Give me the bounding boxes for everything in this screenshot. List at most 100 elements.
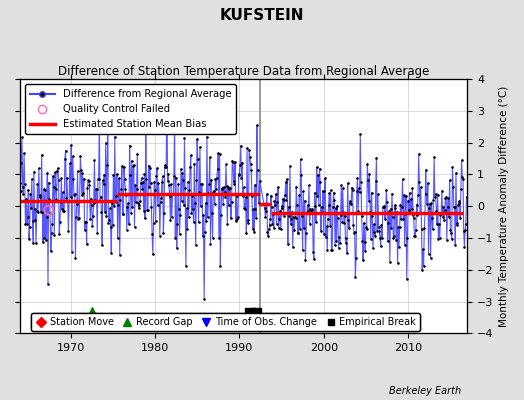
Point	[232, 193, 241, 200]
Point	[60, 208, 68, 214]
Point	[100, 181, 108, 188]
Point	[249, 206, 258, 212]
Point	[64, 228, 73, 234]
Point	[210, 188, 218, 194]
Point	[417, 184, 425, 190]
Point	[310, 190, 319, 196]
Point	[108, 222, 117, 228]
Point	[16, 180, 24, 186]
Point	[433, 221, 441, 228]
Point	[45, 180, 53, 186]
Point	[267, 192, 275, 199]
Point	[369, 221, 378, 228]
Point	[118, 163, 126, 170]
Point	[125, 142, 134, 149]
Point	[180, 135, 189, 141]
Point	[314, 202, 323, 208]
Point	[408, 185, 417, 191]
Point	[390, 202, 399, 208]
Point	[44, 281, 52, 287]
Point	[172, 245, 181, 252]
Point	[184, 178, 192, 185]
Point	[174, 181, 182, 187]
Point	[200, 296, 209, 302]
Point	[184, 214, 193, 221]
Point	[293, 202, 301, 208]
Point	[35, 194, 43, 200]
Point	[176, 231, 184, 237]
Point	[413, 212, 421, 218]
Point	[286, 163, 294, 169]
Point	[389, 235, 398, 241]
Point	[248, 193, 256, 200]
Point	[215, 150, 224, 157]
Point	[28, 217, 37, 224]
Point	[297, 156, 305, 162]
Point	[441, 195, 450, 201]
Point	[414, 191, 422, 198]
Point	[391, 204, 400, 211]
Point	[429, 226, 437, 232]
Point	[307, 208, 315, 214]
Point	[408, 206, 416, 213]
Point	[123, 204, 132, 210]
Point	[136, 198, 144, 204]
Point	[306, 206, 314, 212]
Point	[406, 209, 414, 215]
Point	[146, 165, 154, 171]
Point	[20, 181, 29, 187]
Point	[177, 166, 185, 172]
Point	[239, 184, 248, 190]
Point	[115, 175, 123, 182]
Point	[22, 196, 30, 202]
Point	[388, 190, 396, 197]
Point	[244, 217, 253, 223]
Point	[460, 228, 468, 234]
Point	[242, 194, 250, 201]
Point	[95, 118, 104, 124]
Point	[241, 205, 249, 212]
Point	[156, 232, 164, 239]
Point	[359, 257, 367, 264]
Point	[33, 181, 41, 188]
Point	[232, 218, 240, 224]
Point	[250, 229, 258, 235]
Point	[280, 197, 289, 204]
Point	[385, 208, 394, 214]
Point	[28, 176, 36, 182]
Point	[321, 175, 329, 181]
Point	[229, 159, 237, 165]
Point	[454, 202, 462, 208]
Point	[427, 200, 435, 206]
Point	[96, 194, 105, 200]
Point	[30, 216, 39, 223]
Point	[168, 214, 176, 220]
Point	[63, 198, 72, 205]
Point	[368, 213, 376, 219]
Point	[198, 181, 206, 187]
Point	[102, 140, 110, 146]
Point	[439, 204, 447, 210]
Point	[367, 236, 375, 242]
Point	[353, 188, 361, 194]
Legend: Station Move, Record Gap, Time of Obs. Change, Empirical Break: Station Move, Record Gap, Time of Obs. C…	[31, 313, 420, 331]
Point	[131, 182, 139, 188]
Point	[409, 212, 417, 218]
Point	[349, 222, 357, 228]
Point	[312, 219, 320, 226]
Point	[161, 162, 170, 168]
Point	[311, 203, 320, 209]
Point	[38, 152, 46, 158]
Point	[133, 150, 141, 157]
Point	[378, 235, 386, 242]
Point	[348, 186, 357, 193]
Point	[113, 171, 121, 177]
Point	[370, 229, 378, 235]
Point	[36, 192, 45, 198]
Point	[49, 173, 57, 180]
Point	[105, 217, 113, 223]
Point	[316, 179, 324, 186]
Point	[447, 236, 456, 242]
Point	[26, 224, 34, 231]
Point	[94, 176, 102, 182]
